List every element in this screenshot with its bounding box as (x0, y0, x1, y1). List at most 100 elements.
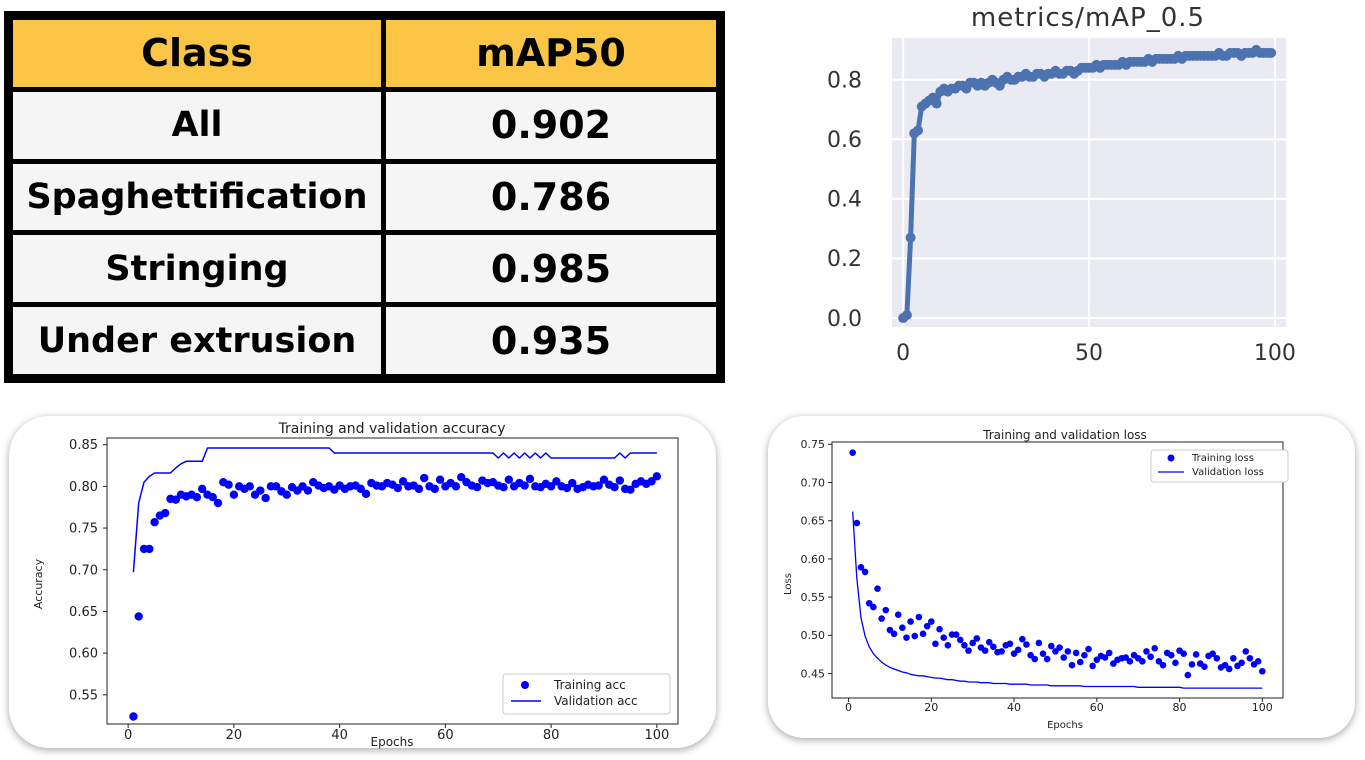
data-point (849, 449, 856, 456)
data-point (1047, 642, 1055, 650)
data-point (853, 519, 861, 527)
data-point (647, 477, 656, 486)
legend-box (502, 673, 671, 715)
data-point (936, 625, 943, 633)
data-point (213, 498, 223, 508)
chart-title: metrics/mAP_0.5 (971, 3, 1205, 33)
data-point (1064, 648, 1072, 655)
class-cell: Stringing (13, 235, 381, 303)
data-point (1221, 661, 1229, 669)
plot-frame (831, 441, 1284, 699)
legend-label-validation: Validation loss (1192, 467, 1264, 478)
loss-chart-card: Training and validation loss Epochs Loss… (768, 416, 1355, 738)
data-point (610, 482, 619, 492)
data-point (562, 483, 572, 493)
data-point (393, 483, 402, 493)
data-point (861, 568, 869, 576)
y-axis-label: Loss (783, 573, 794, 595)
data-point (160, 508, 170, 518)
data-point (150, 518, 159, 527)
data-point (271, 482, 281, 491)
data-point (1159, 661, 1167, 669)
data-point (913, 125, 924, 136)
legend-label-training: Training acc (553, 678, 626, 692)
data-point (224, 480, 233, 489)
data-point (525, 474, 535, 484)
accuracy-chart-card: Training and validation accuracy Epochs … (9, 416, 716, 749)
data-point (245, 482, 254, 491)
data-point (931, 98, 942, 109)
data-point (1014, 646, 1022, 654)
data-point (1225, 665, 1233, 673)
data-point (1167, 651, 1175, 659)
y-tick-label: 0.85 (69, 438, 98, 453)
y-tick-label: 0.70 (69, 563, 98, 578)
data-point (356, 484, 365, 494)
data-point (1006, 640, 1014, 648)
x-tick-label: 0 (845, 701, 852, 714)
data-point (905, 232, 916, 243)
data-point (990, 643, 997, 651)
data-point (594, 481, 603, 490)
data-point (1010, 650, 1018, 657)
value-cell: 0.935 (386, 307, 716, 374)
header-class: Class (13, 20, 381, 87)
data-point (1027, 651, 1034, 659)
data-point (894, 611, 902, 619)
data-point (457, 472, 466, 482)
x-axis-label: Epochs (371, 735, 414, 749)
legend: Training loss Validation loss (1150, 449, 1289, 483)
data-point (1201, 663, 1208, 670)
legend-box (1150, 449, 1289, 483)
data-point (928, 618, 935, 625)
data-point (1238, 659, 1245, 667)
data-point (552, 477, 561, 486)
y-tick-label: 0.75 (801, 438, 826, 451)
data-point (1122, 654, 1130, 661)
loss-chart: Training and validation loss Epochs Loss… (783, 428, 1289, 731)
class-cell: Under extrusion (13, 307, 381, 374)
x-tick-label: 0 (124, 728, 132, 743)
data-point (414, 484, 424, 494)
series-line (852, 511, 1263, 689)
data-point (192, 493, 202, 502)
plot-area: 0 20 40 60 80 100 0.45 0.50 0.55 0.60 0.65 0.70 0.75 (801, 438, 1284, 714)
data-point (546, 482, 556, 491)
y-tick-label: 0.75 (69, 522, 98, 537)
data-point (499, 482, 508, 492)
data-point (874, 585, 881, 593)
data-point (886, 626, 894, 634)
data-point (1254, 658, 1262, 665)
data-point (1072, 649, 1080, 657)
data-point (134, 612, 143, 621)
data-point (1023, 641, 1030, 648)
plot-area: 0 20 40 60 80 100 0.55 0.60 0.65 0.70 0.75 0.80 0.85 (69, 437, 679, 743)
y-tick-label: 0.50 (801, 629, 826, 642)
data-point (171, 495, 180, 504)
series-line (132, 447, 657, 573)
data-point (1180, 650, 1187, 657)
data-point (919, 630, 927, 638)
data-point (504, 475, 514, 484)
chart-title: Training and validation accuracy (277, 421, 505, 437)
value-cell: 0.902 (386, 91, 716, 159)
legend-marker-training (1167, 454, 1175, 462)
data-point (1147, 653, 1154, 661)
x-tick-label: 40 (331, 728, 348, 743)
data-point (1060, 654, 1068, 661)
x-tick-label: 80 (1173, 701, 1187, 714)
data-point (1192, 651, 1200, 658)
legend: Training acc Validation acc (502, 673, 671, 715)
data-point (1188, 661, 1196, 668)
data-point (903, 634, 910, 641)
data-point (1076, 658, 1084, 666)
x-tick-label: 80 (543, 728, 560, 743)
data-point (998, 648, 1005, 655)
data-point (973, 635, 981, 642)
data-point (1126, 658, 1134, 665)
map50-table: Class mAP50 All 0.902 Spaghettification … (4, 11, 725, 383)
header-map50: mAP50 (386, 20, 716, 87)
data-point (981, 647, 989, 654)
legend-label-training: Training loss (1191, 453, 1254, 464)
data-point (1266, 47, 1277, 58)
